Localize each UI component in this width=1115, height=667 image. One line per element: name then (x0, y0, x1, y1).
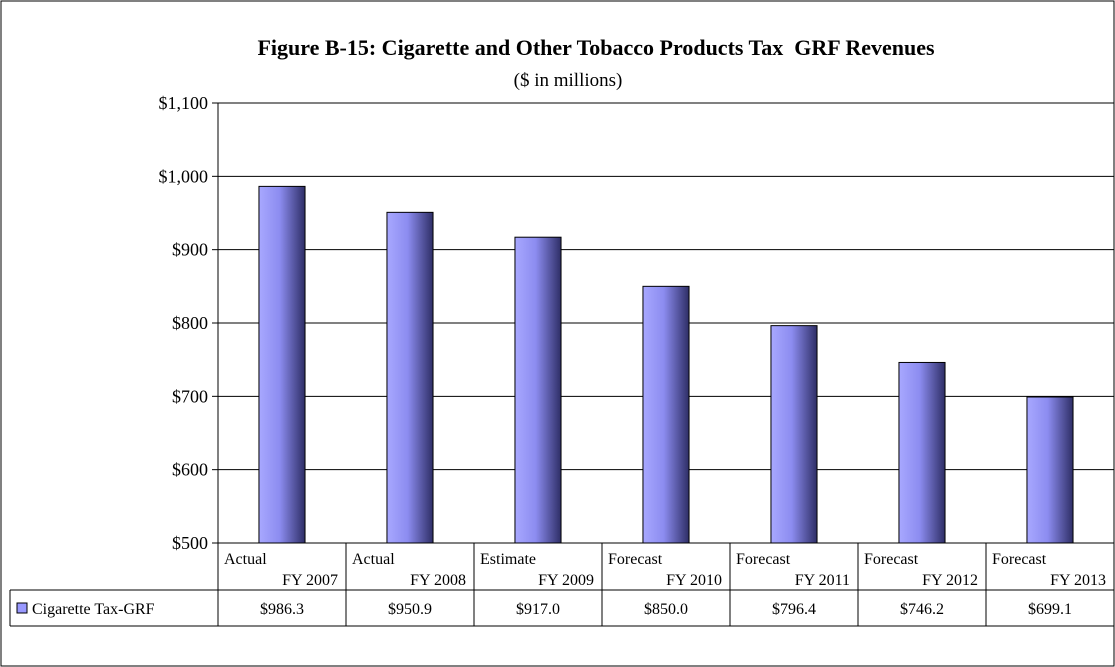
legend-label: Cigarette Tax-GRF (32, 601, 155, 618)
bar (642, 285, 690, 544)
legend-key (16, 602, 28, 614)
category-label: Forecast (864, 551, 919, 568)
category-sublabel: FY 2011 (795, 572, 850, 589)
category-sublabel: FY 2009 (538, 572, 594, 589)
bar (258, 185, 306, 544)
category-label: Actual (224, 551, 267, 568)
category-label: Actual (352, 551, 395, 568)
bar (1026, 396, 1074, 544)
chart-subtitle: ($ in millions) (514, 70, 623, 91)
y-tick-label: $800 (172, 313, 208, 333)
data-label: $950.9 (388, 601, 432, 618)
category-label: Estimate (480, 551, 536, 568)
bar (514, 236, 562, 544)
data-label: $746.2 (900, 601, 944, 618)
y-tick-label: $700 (172, 386, 208, 406)
category-sublabel: FY 2013 (1050, 572, 1106, 589)
chart-title: Figure B-15: Cigarette and Other Tobacco… (257, 35, 935, 60)
category-sublabel: FY 2007 (282, 572, 338, 589)
bar (386, 211, 434, 544)
y-tick-label: $1,100 (159, 93, 209, 113)
y-tick-label: $1,000 (159, 166, 209, 186)
data-label: $850.0 (644, 601, 688, 618)
bar (898, 361, 946, 544)
bars (258, 185, 1074, 544)
data-label: $986.3 (260, 601, 304, 618)
y-axis: $500 $600 $700 $800 $900 $1,000 $1,100 (159, 93, 218, 553)
category-label: Forecast (992, 551, 1047, 568)
bar (770, 325, 818, 544)
category-sublabel: FY 2008 (410, 572, 466, 589)
category-sublabel: FY 2010 (666, 572, 722, 589)
category-label: Forecast (736, 551, 791, 568)
data-label: $796.4 (772, 601, 816, 618)
data-label: $917.0 (516, 601, 560, 618)
y-tick-label: $600 (172, 460, 208, 480)
y-tick-label: $500 (172, 533, 208, 553)
category-label: Forecast (608, 551, 663, 568)
category-sublabel: FY 2012 (922, 572, 978, 589)
y-tick-label: $900 (172, 240, 208, 260)
data-label: $699.1 (1028, 601, 1072, 618)
